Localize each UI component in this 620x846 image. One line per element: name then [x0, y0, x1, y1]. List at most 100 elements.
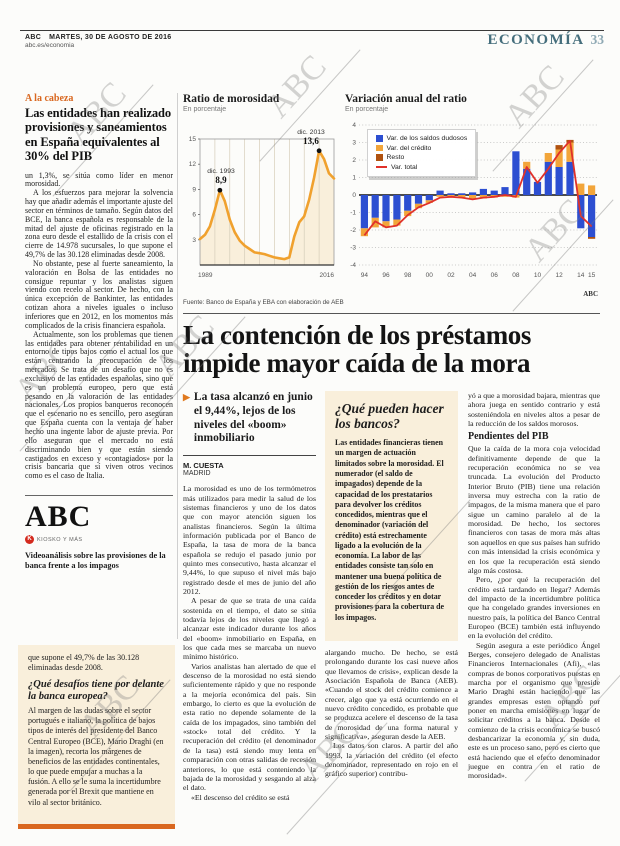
article-paragraph: alargando mucho. De hecho, se está prolo…	[325, 648, 458, 742]
article-paragraph: Que la caída de la mora coja velocidad d…	[468, 444, 600, 575]
svg-text:0: 0	[352, 192, 356, 199]
legend-label: Var. total	[391, 163, 418, 171]
svg-text:2016: 2016	[320, 272, 335, 279]
standfirst-text: La tasa alcanzó en junio el 9,44%, lejos…	[193, 391, 313, 445]
legend-label: Resto	[386, 154, 405, 161]
legend-swatch-resto	[376, 154, 383, 161]
sidebar-paragraph: un 1,3%, se sitúa como líder en menor mo…	[25, 170, 173, 189]
qa-answer: Al margen de las dudas sobre el sector p…	[28, 706, 164, 807]
svg-text:12: 12	[189, 161, 197, 168]
article-paragraph: Los datos son claros. A partir del año 1…	[325, 741, 458, 779]
svg-text:15: 15	[189, 136, 197, 143]
standfirst-bullet-icon: ▶	[183, 392, 190, 402]
masthead-date: MARTES, 30 DE AGOSTO DE 2016	[49, 34, 172, 41]
svg-text:94: 94	[361, 272, 369, 279]
svg-text:96: 96	[382, 272, 390, 279]
sidebar-paragraph: A los esfuerzos para mejorar la solvenci…	[25, 188, 173, 260]
kiosko-label: KIOSKO Y MÁS	[37, 536, 83, 543]
byline: M. CUESTA	[183, 461, 224, 471]
svg-text:98: 98	[404, 272, 412, 279]
legend-swatch-dudosos	[376, 135, 383, 142]
article-paragraph: Según asegura a este periódico Ángel Ber…	[468, 640, 600, 781]
article-column-1: ▶ La tasa alcanzó en junio el 9,44%, lej…	[183, 391, 316, 802]
svg-text:2: 2	[352, 157, 356, 164]
legend-label: Var. de los saldos dudosos	[386, 135, 468, 142]
sidebar-kicker: A la cabeza	[25, 93, 74, 104]
svg-text:1989: 1989	[198, 272, 213, 279]
svg-text:08: 08	[512, 272, 520, 279]
infobox-body: Las entidades financieras tienen un marg…	[335, 438, 445, 622]
masthead-line: ABC MARTES, 30 DE AGOSTO DE 2016	[25, 34, 171, 41]
svg-text:-4: -4	[350, 262, 356, 269]
article-column-3: yó a que a morosidad bajara, mientras qu…	[468, 391, 600, 781]
legend-item: Var. total	[376, 164, 467, 171]
chart2-title: Variación anual del ratio	[345, 93, 467, 105]
kiosko-badge: K KIOSKO Y MÁS	[25, 535, 173, 545]
svg-text:3: 3	[352, 140, 356, 147]
kiosko-icon: K	[25, 535, 34, 545]
svg-text:14: 14	[577, 272, 585, 279]
qa-infobox: que supone el 49,7% de las 30.128 elimin…	[18, 645, 175, 829]
svg-text:-2: -2	[350, 227, 356, 234]
qa-question: ¿Qué desafíos tiene por delante la banca…	[28, 679, 164, 703]
page-number: 33	[590, 32, 605, 47]
svg-text:3: 3	[192, 237, 196, 244]
variacion-chart-block: Variación anual del ratio En porcentaje …	[345, 93, 601, 287]
chart1-title: Ratio de morosidad	[183, 93, 280, 105]
media-promo-block: ABC K KIOSKO Y MÁS Videoanálisis sobre l…	[25, 495, 173, 571]
svg-text:02: 02	[447, 272, 455, 279]
legend-item: Resto	[376, 154, 467, 161]
masthead-brand: ABC	[25, 34, 42, 41]
legend-item: Var. del crédito	[376, 145, 467, 152]
article-paragraph: yó a que a morosidad bajara, mientras qu…	[468, 391, 600, 429]
main-article: La contención de los préstamos impide ma…	[183, 313, 600, 846]
section-header: ECONOMÍA 33	[487, 31, 604, 49]
article-subhead: Pendientes del PIB	[468, 431, 549, 443]
svg-text:00: 00	[426, 272, 434, 279]
sidebar-paragraph: No obstante, pese al fuerte saneamiento,…	[25, 258, 173, 330]
abc-logo: ABC	[25, 500, 92, 534]
masthead-url: abc.es/economia	[25, 42, 75, 49]
svg-text:1: 1	[352, 175, 356, 182]
video-caption: Videoanálisis sobre las provisiones de l…	[25, 551, 166, 570]
chart-source: Fuente: Banco de España y EBA con elabor…	[183, 299, 344, 306]
article-paragraph: La morosidad es uno de los termómetros m…	[183, 484, 316, 596]
legend-swatch-total	[376, 165, 387, 169]
svg-text:15: 15	[588, 272, 596, 279]
dateline: MADRID	[183, 470, 211, 478]
bancos-infobox: ¿Qué pueden hacer los bancos? Las entida…	[325, 391, 458, 641]
article-paragraph: A pesar de que se trata de una caída sos…	[183, 596, 316, 662]
sidebar-paragraph: Actualmente, son los problemas que tiene…	[25, 329, 173, 481]
svg-text:-1: -1	[350, 210, 356, 217]
svg-text:06: 06	[491, 272, 499, 279]
section-title: ECONOMÍA	[487, 32, 585, 48]
morosidad-chart-block: Ratio de morosidad En porcentaje 3 6 9 12 15…	[183, 93, 339, 287]
chart-legend: Var. de los saldos dudosos Var. del créd…	[367, 129, 477, 177]
qa-intro-text: que supone el 49,7% de las 30.128 elimin…	[28, 653, 140, 672]
byline-rule	[183, 455, 316, 457]
svg-text:6: 6	[192, 212, 196, 219]
legend-label: Var. del crédito	[386, 144, 432, 152]
standfirst: ▶ La tasa alcanzó en junio el 9,44%, lej…	[183, 391, 316, 446]
svg-text:-3: -3	[350, 245, 356, 252]
masthead: ABC MARTES, 30 DE AGOSTO DE 2016 abc.es/e…	[25, 34, 171, 49]
chart2-subtitle: En porcentaje	[345, 106, 389, 113]
svg-text:12: 12	[555, 272, 563, 279]
top-rule	[20, 30, 604, 31]
sidebar-headline: Las entidades han realizado provisiones …	[25, 106, 172, 164]
svg-text:9: 9	[192, 186, 196, 193]
chart1-subtitle: En porcentaje	[183, 106, 227, 113]
legend-swatch-credito	[376, 144, 383, 152]
article-paragraph: Varios analistas han alertado de que el …	[183, 661, 316, 793]
article-column-2: ¿Qué pueden hacer los bancos? Las entida…	[325, 391, 458, 779]
svg-text:4: 4	[352, 122, 356, 129]
charts-section: Ratio de morosidad En porcentaje 3 6 9 12 15…	[183, 93, 600, 313]
column-divider	[177, 93, 178, 639]
svg-text:8,9: 8,9	[215, 175, 227, 185]
legend-item: Var. de los saldos dudosos	[376, 135, 467, 142]
svg-text:dic. 2013: dic. 2013	[297, 129, 325, 136]
sidebar-column: A la cabeza Las entidades han realizado …	[25, 93, 173, 571]
